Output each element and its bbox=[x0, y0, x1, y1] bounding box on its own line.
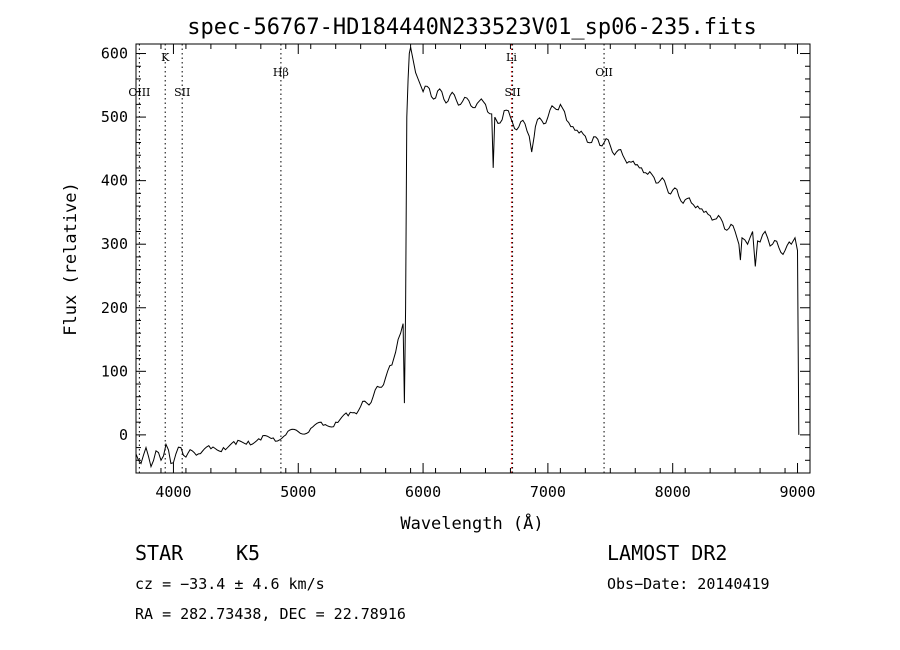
x-tick-label-3: 7000 bbox=[530, 483, 566, 501]
redshift-cz: cz = −33.4 ± 4.6 km/s bbox=[135, 575, 325, 593]
line-label-2: SII bbox=[174, 86, 190, 99]
y-tick-label-3: 300 bbox=[101, 235, 128, 253]
x-tick-label-2: 6000 bbox=[405, 483, 441, 501]
y-tick-label-1: 100 bbox=[101, 362, 128, 380]
x-tick-label-5: 9000 bbox=[779, 483, 815, 501]
y-tick-label-5: 500 bbox=[101, 108, 128, 126]
y-tick-label-4: 400 bbox=[101, 172, 128, 190]
spectral-line-markers bbox=[138, 44, 605, 473]
line-label-3: Hβ bbox=[273, 66, 289, 79]
y-axis-label: Flux (relative) bbox=[61, 182, 81, 336]
x-tick-label-4: 8000 bbox=[655, 483, 691, 501]
x-axis-label: Wavelength (Å) bbox=[400, 512, 543, 534]
spectral-line-labels: K OIII SII Hβ Li SII OII bbox=[128, 51, 613, 99]
y-tick-label-2: 200 bbox=[101, 299, 128, 317]
y-tick-label-6: 600 bbox=[101, 45, 128, 63]
plot-frame bbox=[135, 43, 811, 474]
line-label-4: Li bbox=[506, 51, 517, 64]
object-class: STAR bbox=[135, 541, 184, 565]
line-label-0: K bbox=[161, 51, 170, 64]
series-layer bbox=[135, 47, 800, 469]
y-tick-label-0: 0 bbox=[119, 426, 128, 444]
line-label-1: OIII bbox=[128, 86, 150, 99]
x-tick-label-1: 5000 bbox=[280, 483, 316, 501]
line-label-5: SII bbox=[504, 86, 520, 99]
observation-date: Obs−Date: 20140419 bbox=[607, 575, 770, 593]
axis-ticks: 4000 5000 6000 7000 8000 9000 0 100 200 300 400 500… bbox=[101, 44, 816, 501]
ra-dec-coordinates: RA = 282.73438, DEC = 22.78916 bbox=[135, 605, 406, 623]
survey-name: LAMOST DR2 bbox=[607, 541, 728, 565]
object-subclass: K5 bbox=[236, 541, 261, 565]
chart-title: spec-56767-HD184440N233523V01_sp06-235.f… bbox=[187, 15, 757, 40]
x-tick-label-0: 4000 bbox=[155, 483, 191, 501]
line-label-6: OII bbox=[595, 66, 613, 79]
series-line-flux bbox=[135, 47, 800, 469]
